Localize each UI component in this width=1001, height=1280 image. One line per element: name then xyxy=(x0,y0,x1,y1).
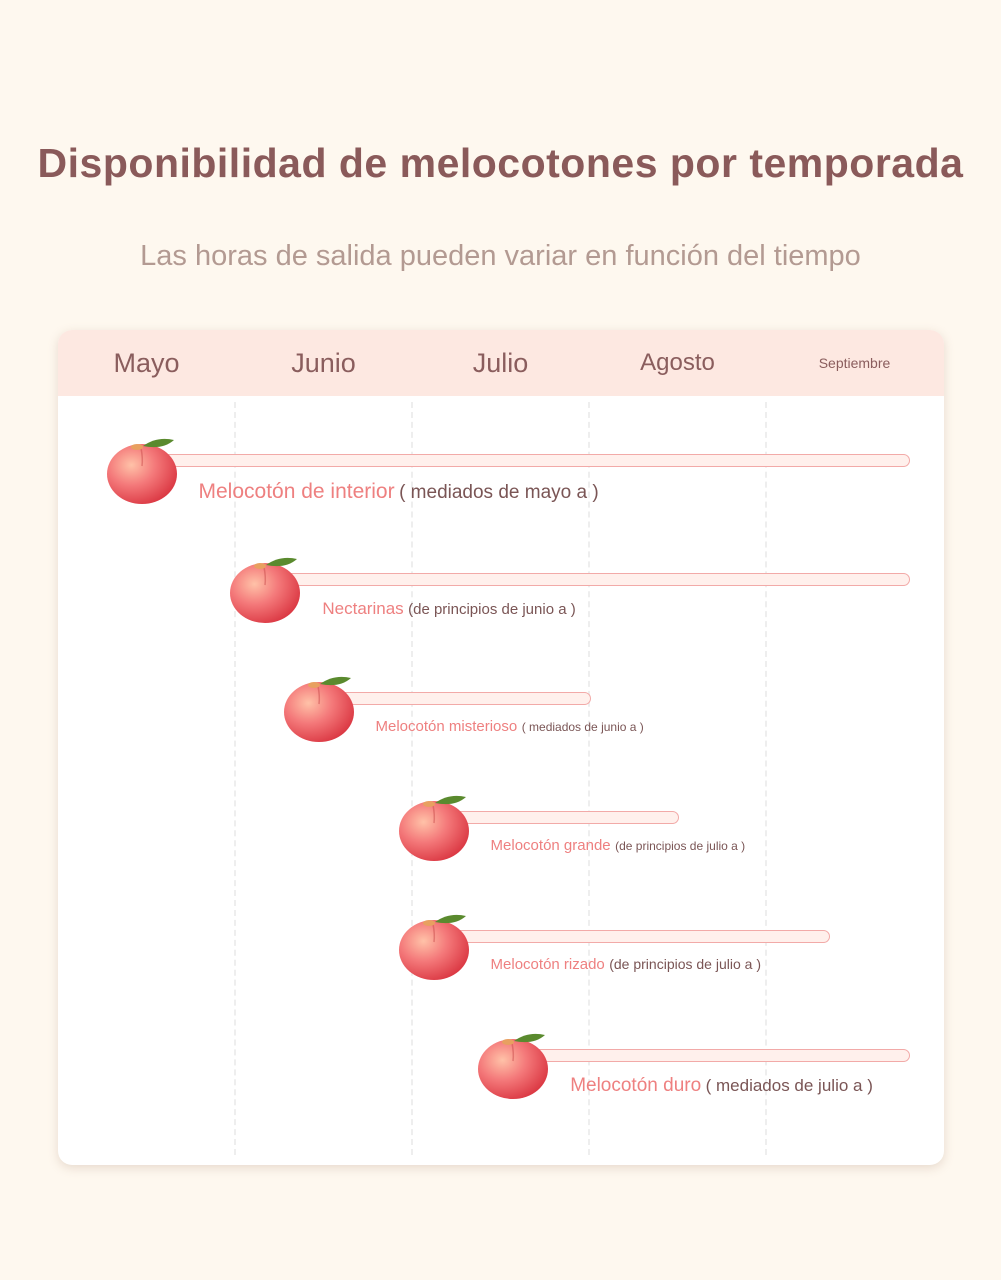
peach-icon xyxy=(398,791,473,861)
month-label: Julio xyxy=(472,348,529,378)
variety-name: Melocotón de interior xyxy=(198,480,395,503)
season-bar xyxy=(518,1049,910,1062)
variety-range: ( mediados de mayo a ) xyxy=(399,482,599,503)
month-gridline xyxy=(234,402,236,1155)
variety-name: Melocotón misterioso xyxy=(375,718,518,735)
page-subtitle: Las horas de salida pueden variar en fun… xyxy=(140,240,861,272)
month-gridline xyxy=(588,402,590,1155)
season-label: Melocotón duro ( mediados de julio a ) xyxy=(570,1075,873,1097)
variety-name: Nectarinas xyxy=(322,599,404,618)
season-chart: Mayo Junio Julio Agosto Septiembre Melocotón… xyxy=(58,330,944,1165)
peach-icon xyxy=(106,434,181,504)
season-label: Melocotón de interior ( mediados de mayo… xyxy=(199,480,599,504)
season-label: Melocotón rizado (de principios de julio… xyxy=(491,956,761,974)
variety-range: (de principios de julio a ) xyxy=(615,839,746,853)
season-label: Nectarinas (de principios de junio a ) xyxy=(322,599,575,619)
peach-icon xyxy=(230,553,304,623)
month-label: Septiembre xyxy=(818,355,891,371)
season-row: Melocotón misterioso ( mediados de junio… xyxy=(58,676,944,760)
variety-name: Melocotón rizado xyxy=(490,956,605,973)
month-header: Mayo Junio Julio Agosto Septiembre xyxy=(58,330,944,396)
month-label: Agosto xyxy=(640,349,715,376)
season-label: Melocotón grande (de principios de julio… xyxy=(491,837,746,855)
variety-name: Melocotón grande xyxy=(490,837,611,854)
month-gridline xyxy=(411,402,413,1155)
page-title: Disponibilidad de melocotones por tempor… xyxy=(37,140,964,186)
variety-range: ( mediados de junio a ) xyxy=(521,720,644,734)
season-row: Nectarinas (de principios de junio a ) xyxy=(58,557,944,641)
season-bar xyxy=(438,811,680,824)
season-row: Melocotón rizado (de principios de julio… xyxy=(58,914,944,998)
season-row: Melocotón duro ( mediados de julio a ) xyxy=(58,1033,944,1117)
month-gridline xyxy=(765,402,767,1155)
variety-range: (de principios de junio a ) xyxy=(408,601,576,618)
variety-range: ( mediados de julio a ) xyxy=(705,1076,873,1095)
peach-icon xyxy=(398,910,473,980)
peach-icon xyxy=(478,1029,552,1099)
season-bar xyxy=(323,692,591,705)
month-label: Junio xyxy=(291,348,356,378)
season-row: Melocotón grande (de principios de julio… xyxy=(58,795,944,879)
variety-range: (de principios de julio a ) xyxy=(609,956,761,972)
season-row: Melocotón de interior ( mediados de mayo… xyxy=(58,438,944,522)
season-bar xyxy=(438,930,830,943)
season-bar xyxy=(270,573,910,586)
month-label: Mayo xyxy=(113,348,180,378)
peach-icon xyxy=(283,672,358,742)
season-label: Melocotón misterioso ( mediados de junio… xyxy=(376,718,644,736)
variety-name: Melocotón duro xyxy=(570,1075,702,1096)
season-bar xyxy=(146,454,910,467)
